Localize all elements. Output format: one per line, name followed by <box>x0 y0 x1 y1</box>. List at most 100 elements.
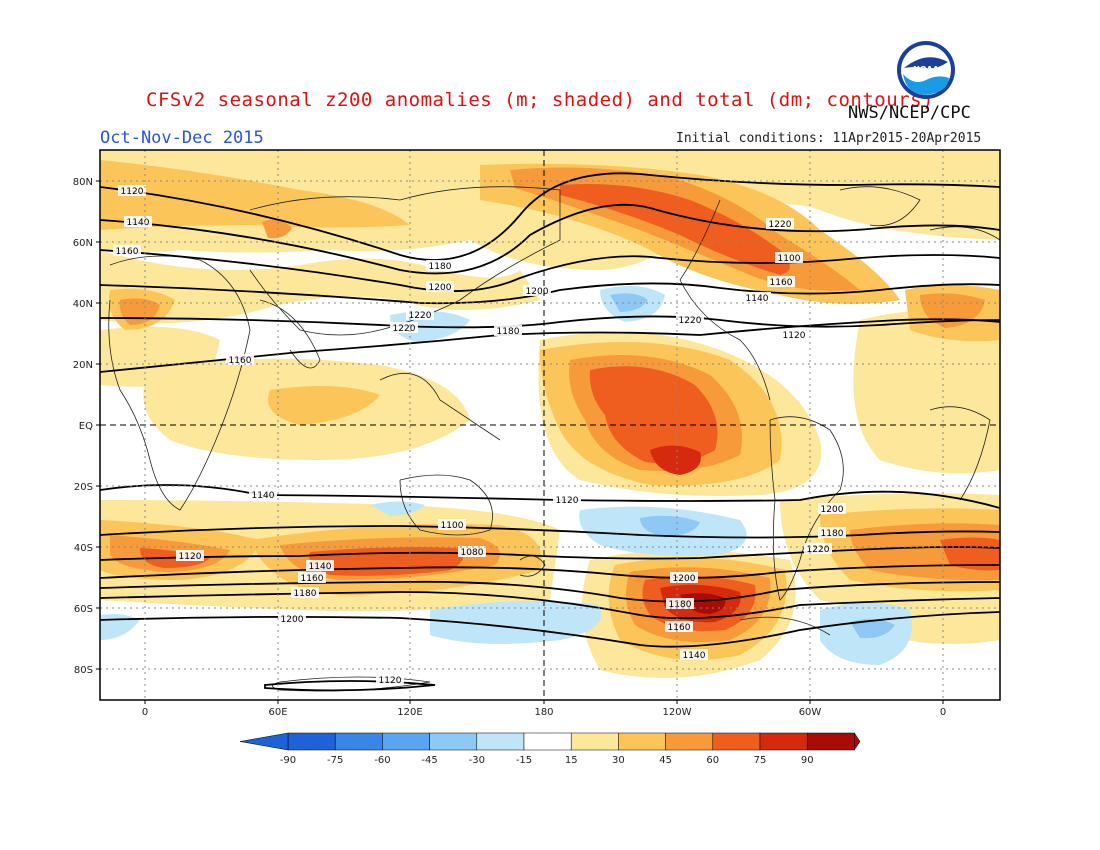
contour-label: 1100 <box>441 521 464 531</box>
contour-label-bg <box>665 621 693 632</box>
reference-lines <box>100 150 1000 700</box>
colorbar-swatch <box>665 732 714 751</box>
contour-label: 1220 <box>807 545 830 555</box>
contour-label-bg <box>670 572 698 583</box>
contour-label: 1220 <box>393 324 416 334</box>
contour-label: 1120 <box>783 331 806 341</box>
contour-label: 1140 <box>746 294 769 304</box>
colorbar-tick-label: 15 <box>565 755 578 766</box>
contour-label-bg <box>767 276 795 287</box>
contour-labels: 1120114011601180120012201220120011801160… <box>113 185 846 686</box>
lat-label: 20S <box>74 482 93 493</box>
colorbar-swatch <box>759 732 808 751</box>
contour-label-bg <box>676 314 704 325</box>
lat-label: 20N <box>73 360 93 371</box>
colorbar-max-arrow <box>854 732 861 751</box>
colorbar-tick-label: -75 <box>327 755 343 766</box>
contour-label: 1220 <box>409 311 432 321</box>
contour-label-bg <box>291 587 319 598</box>
contour-label: 1160 <box>668 623 691 633</box>
colorbar-tick-label: 90 <box>801 755 814 766</box>
contour-label-bg <box>775 252 803 263</box>
coastlines <box>108 186 1000 692</box>
contour-label: 1120 <box>121 187 144 197</box>
contour-label: 1160 <box>229 356 252 366</box>
contour-label: 1160 <box>770 278 793 288</box>
colorbar-tick-label: -30 <box>469 755 485 766</box>
contour-label: 1100 <box>778 254 801 264</box>
colorbar-tick-label: -45 <box>421 755 437 766</box>
contour-label-bg <box>426 281 454 292</box>
colorbar-tick-label: 45 <box>659 755 672 766</box>
lon-label: 0 <box>142 707 148 718</box>
contour-label-bg <box>804 543 832 554</box>
contour-label: 1120 <box>179 552 202 562</box>
colorbar-swatch <box>476 732 525 751</box>
axis-ticks <box>96 180 944 704</box>
map-title: CFSv2 seasonal z200 anomalies (m; shaded… <box>146 89 934 111</box>
contour-label-bg <box>118 185 146 196</box>
contour-label: 1200 <box>821 505 844 515</box>
contour-label-bg <box>426 260 454 271</box>
colorbar-swatch <box>334 732 383 751</box>
contour-label-bg <box>306 560 334 571</box>
contour-label-bg <box>680 649 708 660</box>
contour-label: 1160 <box>116 247 139 257</box>
colorbar-tick-label: 60 <box>706 755 719 766</box>
contour-label: 1220 <box>769 220 792 230</box>
contour-label-bg <box>818 503 846 514</box>
graticule <box>100 150 1000 700</box>
colorbar-tick-label: -60 <box>374 755 390 766</box>
contour-label-bg <box>226 354 254 365</box>
contour-label-bg <box>666 598 694 609</box>
contour-label-bg <box>298 572 326 583</box>
colorbar-swatch <box>806 732 855 751</box>
lon-label: 60E <box>268 707 287 718</box>
contour-label-bg <box>278 613 306 624</box>
contour-label-bg <box>780 329 808 340</box>
contour-label: 1180 <box>497 327 520 337</box>
contour-label: 1200 <box>281 615 304 625</box>
contour-label: 1180 <box>669 600 692 610</box>
latitude-labels: 80N 60N 40N 20N EQ 20S 40S 60S 80S <box>73 177 93 676</box>
contour-label: 1120 <box>556 496 579 506</box>
contour-label-bg <box>176 550 204 561</box>
agency-label: NWS/NCEP/CPC <box>848 103 971 123</box>
colorbar-tick-label: -90 <box>280 755 296 766</box>
height-contours <box>100 172 1000 692</box>
lat-label: 60S <box>74 604 93 615</box>
contour-label-bg <box>124 216 152 227</box>
lon-label: 0 <box>940 707 946 718</box>
lon-label: 120E <box>397 707 422 718</box>
logo-text: NOAA <box>913 65 939 74</box>
colorbar: -90 -75 -60 -45 -30 -15 15 30 45 60 75 90 <box>239 732 861 766</box>
contour-label: 1220 <box>679 316 702 326</box>
contour-label: 1120 <box>379 676 402 686</box>
contour-label: 1180 <box>821 529 844 539</box>
initial-conditions-label: Initial conditions: 11Apr2015-20Apr2015 <box>676 131 982 146</box>
contour-label-bg <box>766 218 794 229</box>
contour-label: 1080 <box>461 548 484 558</box>
lat-label: 80S <box>74 665 93 676</box>
colorbar-tick-label: 75 <box>754 755 767 766</box>
longitude-labels: 0 60E 120E 180 120W 60W 0 <box>142 707 946 718</box>
contour-label-bg <box>818 527 846 538</box>
contour-label-bg <box>523 285 551 296</box>
colorbar-min-arrow <box>239 732 289 751</box>
contour-label-bg <box>553 494 581 505</box>
lat-label: 60N <box>73 238 93 249</box>
colorbar-swatch <box>429 732 478 751</box>
colorbar-tick-label: -15 <box>516 755 532 766</box>
contour-label: 1140 <box>309 562 332 572</box>
contour-label: 1200 <box>429 283 452 293</box>
contour-label: 1160 <box>301 574 324 584</box>
contour-label-bg <box>390 322 418 333</box>
contour-label: 1140 <box>127 218 150 228</box>
contour-label-bg <box>406 309 434 320</box>
contour-label: 1180 <box>429 262 452 272</box>
season-label: Oct-Nov-Dec 2015 <box>100 128 264 148</box>
lat-label: EQ <box>79 421 93 432</box>
colorbar-swatch <box>523 732 572 751</box>
noaa-logo: NOAA <box>897 41 955 99</box>
